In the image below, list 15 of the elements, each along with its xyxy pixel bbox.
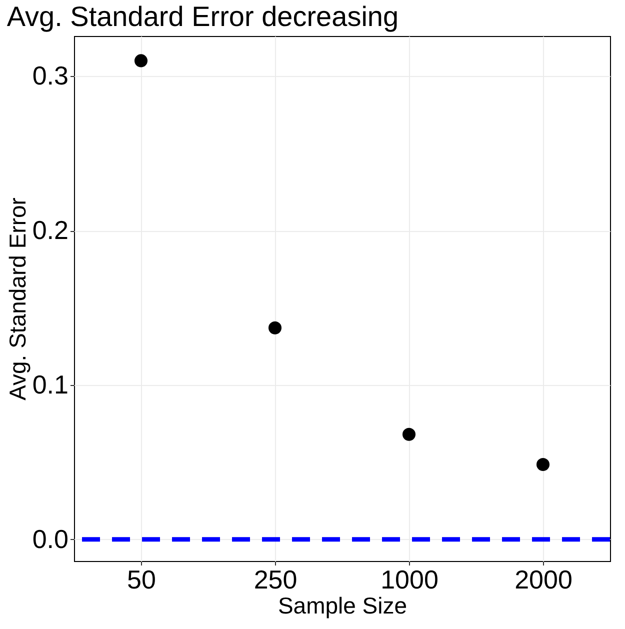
y-tick-label: 0.0 (32, 524, 68, 554)
y-axis-title: Avg. Standard Error (4, 197, 30, 400)
x-tick-label: 50 (127, 564, 156, 594)
point (134, 54, 148, 68)
x-tick-label: 2000 (514, 564, 572, 594)
x-axis-title: Sample Size (278, 592, 408, 618)
point (268, 321, 282, 334)
x-tick-label: 250 (254, 564, 298, 594)
y-tick-label: 0.1 (32, 369, 68, 400)
x-tick-label: 1000 (380, 564, 438, 594)
y-tick-label: 0.2 (32, 215, 68, 246)
y-tick-label: 0.3 (32, 60, 68, 91)
chart-title: Avg. Standard Error decreasing (6, 1, 399, 32)
point (402, 428, 416, 441)
point (536, 458, 550, 471)
